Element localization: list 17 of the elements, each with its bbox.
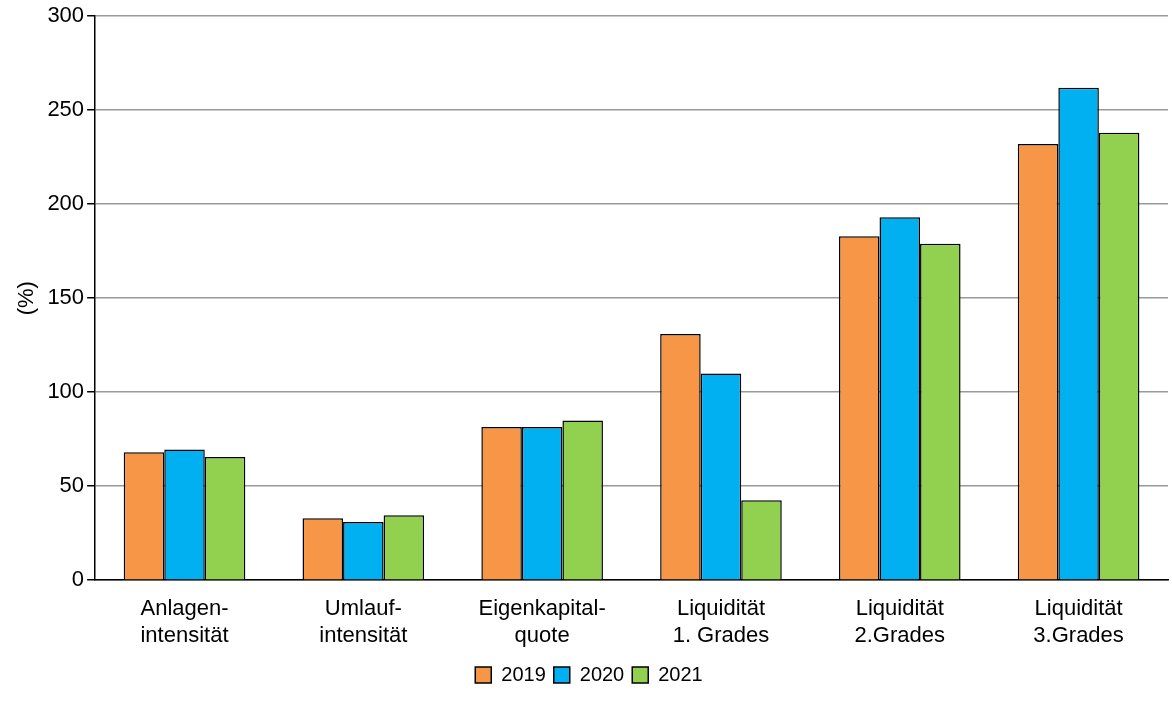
y-tick-label: 100: [47, 378, 85, 404]
x-tick-label: Liquidität 2.Grades: [854, 595, 946, 647]
x-tick-label: Liquidität 3.Grades: [1033, 595, 1124, 647]
y-tick-label: 300: [47, 2, 85, 28]
x-tick-label: Liquidität 1. Grades: [672, 595, 770, 647]
legend-label: 2019: [501, 662, 546, 685]
y-tick-label: 0: [71, 566, 85, 592]
y-tick-label: 50: [59, 472, 85, 498]
legend-label: 2021: [658, 662, 703, 685]
legend-label: 2020: [579, 662, 625, 685]
y-tick-label: 250: [47, 96, 85, 122]
y-axis-title: (%): [13, 281, 39, 316]
x-tick-label: Umlauf- intensität: [319, 595, 408, 647]
y-tick-label: 150: [47, 284, 85, 310]
y-tick-label: 200: [47, 190, 85, 216]
x-tick-label: Anlagen- intensität: [140, 595, 229, 647]
x-tick-label: Eigenkapital- quote: [478, 595, 606, 647]
